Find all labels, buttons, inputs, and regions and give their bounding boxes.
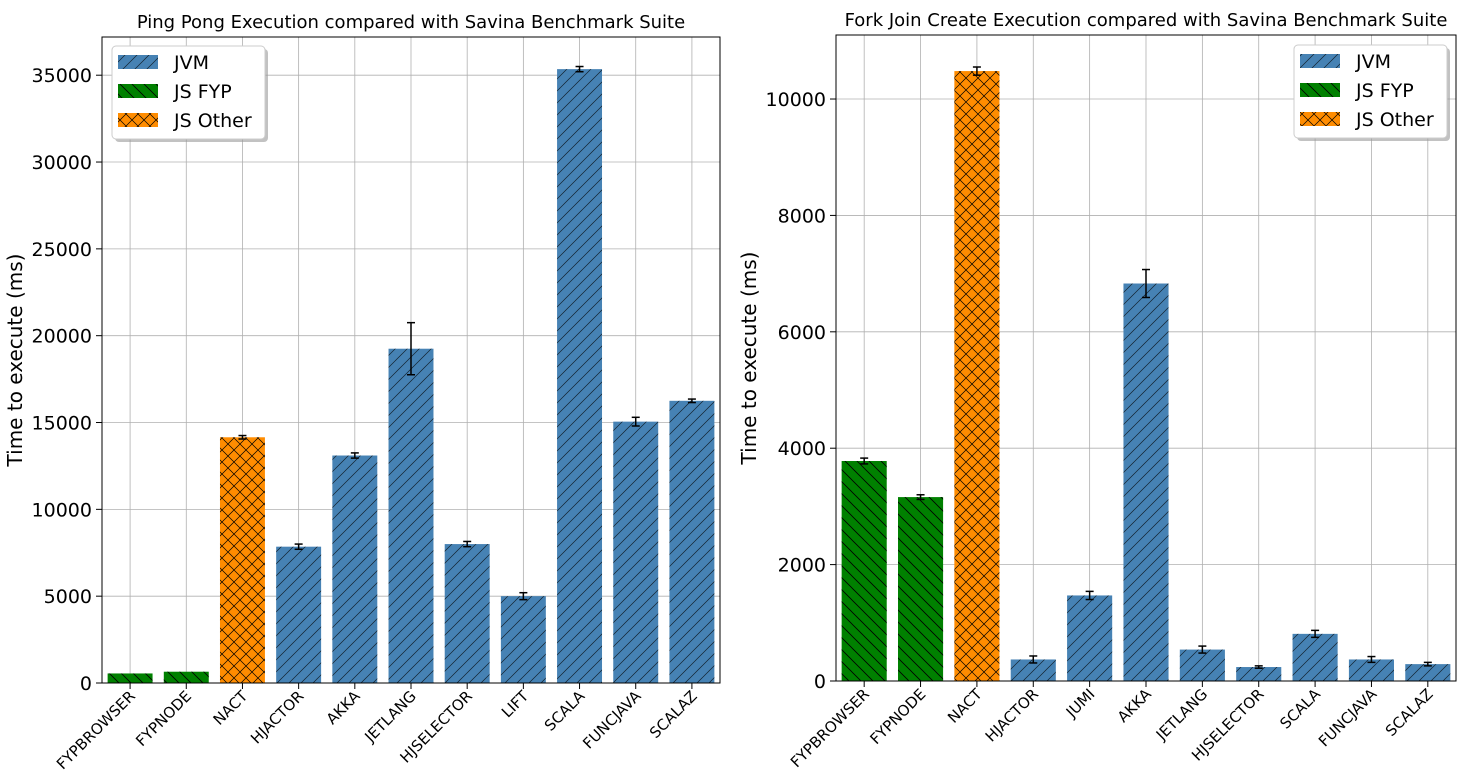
- chart-1: 0 5000 10000 15000 20000 25000 30000 35000 FYPBR…: [3, 12, 721, 773]
- y-tick-label: 25000: [32, 239, 92, 261]
- chart-title: Ping Pong Execution compared with Savina…: [137, 12, 685, 33]
- x-tick-label: FUNCJAVA: [1315, 685, 1381, 751]
- x-tick-label: HJACTOR: [982, 685, 1042, 745]
- legend: JVM JS FYP JS Other: [111, 45, 268, 142]
- y-tick-label: 8000: [778, 205, 826, 227]
- y-tick-label: 10000: [32, 499, 92, 521]
- legend-label: JS Other: [1355, 109, 1434, 131]
- bar-hatch: [954, 71, 1000, 681]
- bar-hatch: [841, 461, 887, 681]
- x-tick-label: AKKA: [1114, 685, 1155, 726]
- y-axis-label: Time to execute (ms): [737, 252, 761, 466]
- bar-hatch: [500, 596, 546, 683]
- bar-hatch: [1010, 659, 1056, 681]
- y-tick-label: 0: [80, 673, 92, 695]
- bar-hatch: [1292, 633, 1338, 681]
- legend-swatch-hatch: [1300, 54, 1340, 68]
- y-tick-label: 35000: [32, 65, 92, 87]
- bar-hatch: [669, 400, 715, 683]
- x-tick-label: SCALAZ: [1382, 685, 1437, 740]
- y-tick-label: 4000: [778, 438, 826, 460]
- legend-label: JS FYP: [1355, 80, 1414, 102]
- bar-hatch: [898, 497, 944, 681]
- bar-hatch: [613, 421, 659, 683]
- x-tick-label: FYPNODE: [867, 685, 930, 748]
- legend-label: JS Other: [173, 110, 252, 132]
- legend-label: JVM: [1355, 51, 1391, 73]
- x-tick-label: NACT: [210, 687, 252, 729]
- y-tick-label: 15000: [32, 413, 92, 435]
- legend-label: JVM: [173, 52, 209, 74]
- legend: JVM JS FYP JS Other: [1293, 44, 1450, 141]
- bar-hatch: [163, 671, 209, 683]
- y-tick-label: 10000: [766, 89, 826, 111]
- legend-swatch-hatch: [1300, 112, 1340, 126]
- x-tick-label: SCALA: [1276, 685, 1324, 733]
- bar-hatch: [107, 673, 153, 683]
- x-tick-label: FUNCJAVA: [579, 687, 645, 753]
- legend-swatch-hatch: [118, 84, 158, 98]
- y-tick-label: 0: [814, 671, 826, 693]
- bar-hatch: [557, 69, 603, 683]
- y-tick-label: 20000: [32, 326, 92, 348]
- bar-hatch: [1067, 595, 1113, 681]
- x-tick-label: SCALAZ: [646, 687, 701, 742]
- x-tick-label: JETLANG: [1152, 685, 1211, 744]
- bar-hatch: [1236, 667, 1282, 681]
- bar-hatch: [332, 455, 378, 683]
- bar-hatch: [1179, 649, 1225, 681]
- x-tick-label: JUMI: [1062, 685, 1099, 722]
- x-tick-label: JETLANG: [361, 687, 420, 746]
- bar-hatch: [1348, 659, 1394, 681]
- chart-title: Fork Join Create Execution compared with…: [845, 10, 1448, 31]
- bar-hatch: [276, 546, 322, 683]
- x-tick-label: AKKA: [323, 687, 364, 728]
- bar-hatch: [1405, 664, 1451, 681]
- bar-hatch: [388, 348, 434, 683]
- x-tick-label: FYPBROWSER: [787, 685, 873, 771]
- legend-label: JS FYP: [173, 81, 232, 103]
- x-tick-label: LIFT: [498, 687, 533, 722]
- y-axis-label: Time to execute (ms): [3, 254, 27, 468]
- x-tick-label: NACT: [944, 685, 986, 727]
- y-tick-label: 2000: [778, 555, 826, 577]
- bar-hatch: [444, 544, 490, 683]
- x-tick-label: FYPNODE: [132, 687, 195, 750]
- x-tick-label: SCALA: [541, 687, 589, 735]
- y-tick-label: 6000: [778, 322, 826, 344]
- x-tick-label: FYPBROWSER: [53, 687, 139, 773]
- x-tick-label: HJACTOR: [247, 687, 307, 747]
- y-tick-label: 5000: [44, 586, 92, 608]
- legend-swatch-hatch: [1300, 83, 1340, 97]
- y-tick-label: 30000: [32, 152, 92, 174]
- legend-swatch-hatch: [118, 55, 158, 69]
- bar-hatch: [219, 437, 265, 683]
- bar-hatch: [1123, 283, 1169, 681]
- legend-swatch-hatch: [118, 113, 158, 127]
